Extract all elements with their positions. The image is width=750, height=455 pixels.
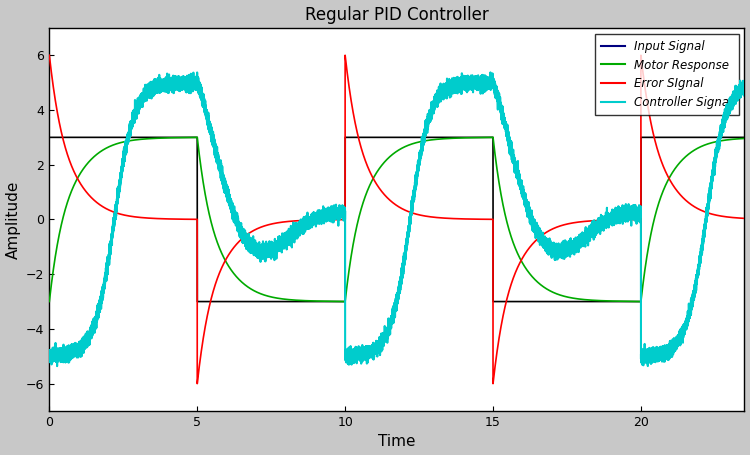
Motor Response bbox=[740, 136, 749, 141]
Input Signal bbox=[58, 135, 67, 140]
Error SIgnal bbox=[58, 133, 67, 138]
Error SIgnal bbox=[45, 52, 54, 58]
Controller Signal bbox=[577, 231, 586, 237]
Controller Signal bbox=[620, 210, 628, 216]
Line: Error SIgnal: Error SIgnal bbox=[50, 55, 745, 384]
Error SIgnal bbox=[548, 227, 556, 232]
Error SIgnal bbox=[577, 219, 586, 224]
Title: Regular PID Controller: Regular PID Controller bbox=[305, 5, 489, 24]
Motor Response bbox=[202, 200, 211, 206]
Controller Signal bbox=[740, 85, 749, 91]
Error SIgnal bbox=[193, 381, 202, 386]
Input Signal bbox=[193, 299, 202, 304]
Motor Response bbox=[45, 299, 54, 304]
Error SIgnal bbox=[740, 216, 749, 221]
Line: Input Signal: Input Signal bbox=[50, 137, 745, 302]
Error SIgnal bbox=[202, 315, 211, 321]
Motor Response bbox=[548, 289, 556, 294]
Controller Signal bbox=[53, 364, 62, 369]
Input Signal bbox=[45, 135, 54, 140]
Controller Signal bbox=[45, 352, 54, 357]
Motor Response bbox=[577, 297, 586, 302]
Y-axis label: Amplitude: Amplitude bbox=[5, 180, 20, 258]
Line: Motor Response: Motor Response bbox=[50, 137, 745, 302]
Legend: Input Signal, Motor Response, Error SIgnal, Controller Signal: Input Signal, Motor Response, Error SIgn… bbox=[596, 34, 739, 115]
Input Signal bbox=[577, 299, 586, 304]
Motor Response bbox=[193, 135, 202, 140]
Input Signal bbox=[202, 299, 211, 304]
Line: Controller Signal: Controller Signal bbox=[50, 72, 745, 366]
X-axis label: Time: Time bbox=[378, 435, 416, 450]
Controller Signal bbox=[428, 104, 437, 109]
Motor Response bbox=[620, 298, 628, 304]
Controller Signal bbox=[486, 70, 495, 75]
Motor Response bbox=[58, 218, 67, 224]
Error SIgnal bbox=[428, 214, 437, 220]
Input Signal bbox=[428, 135, 437, 140]
Input Signal bbox=[620, 299, 628, 304]
Error SIgnal bbox=[620, 217, 628, 222]
Input Signal bbox=[548, 299, 556, 304]
Controller Signal bbox=[202, 112, 211, 117]
Controller Signal bbox=[548, 245, 556, 250]
Controller Signal bbox=[58, 347, 67, 353]
Input Signal bbox=[740, 135, 749, 140]
Motor Response bbox=[428, 137, 437, 142]
